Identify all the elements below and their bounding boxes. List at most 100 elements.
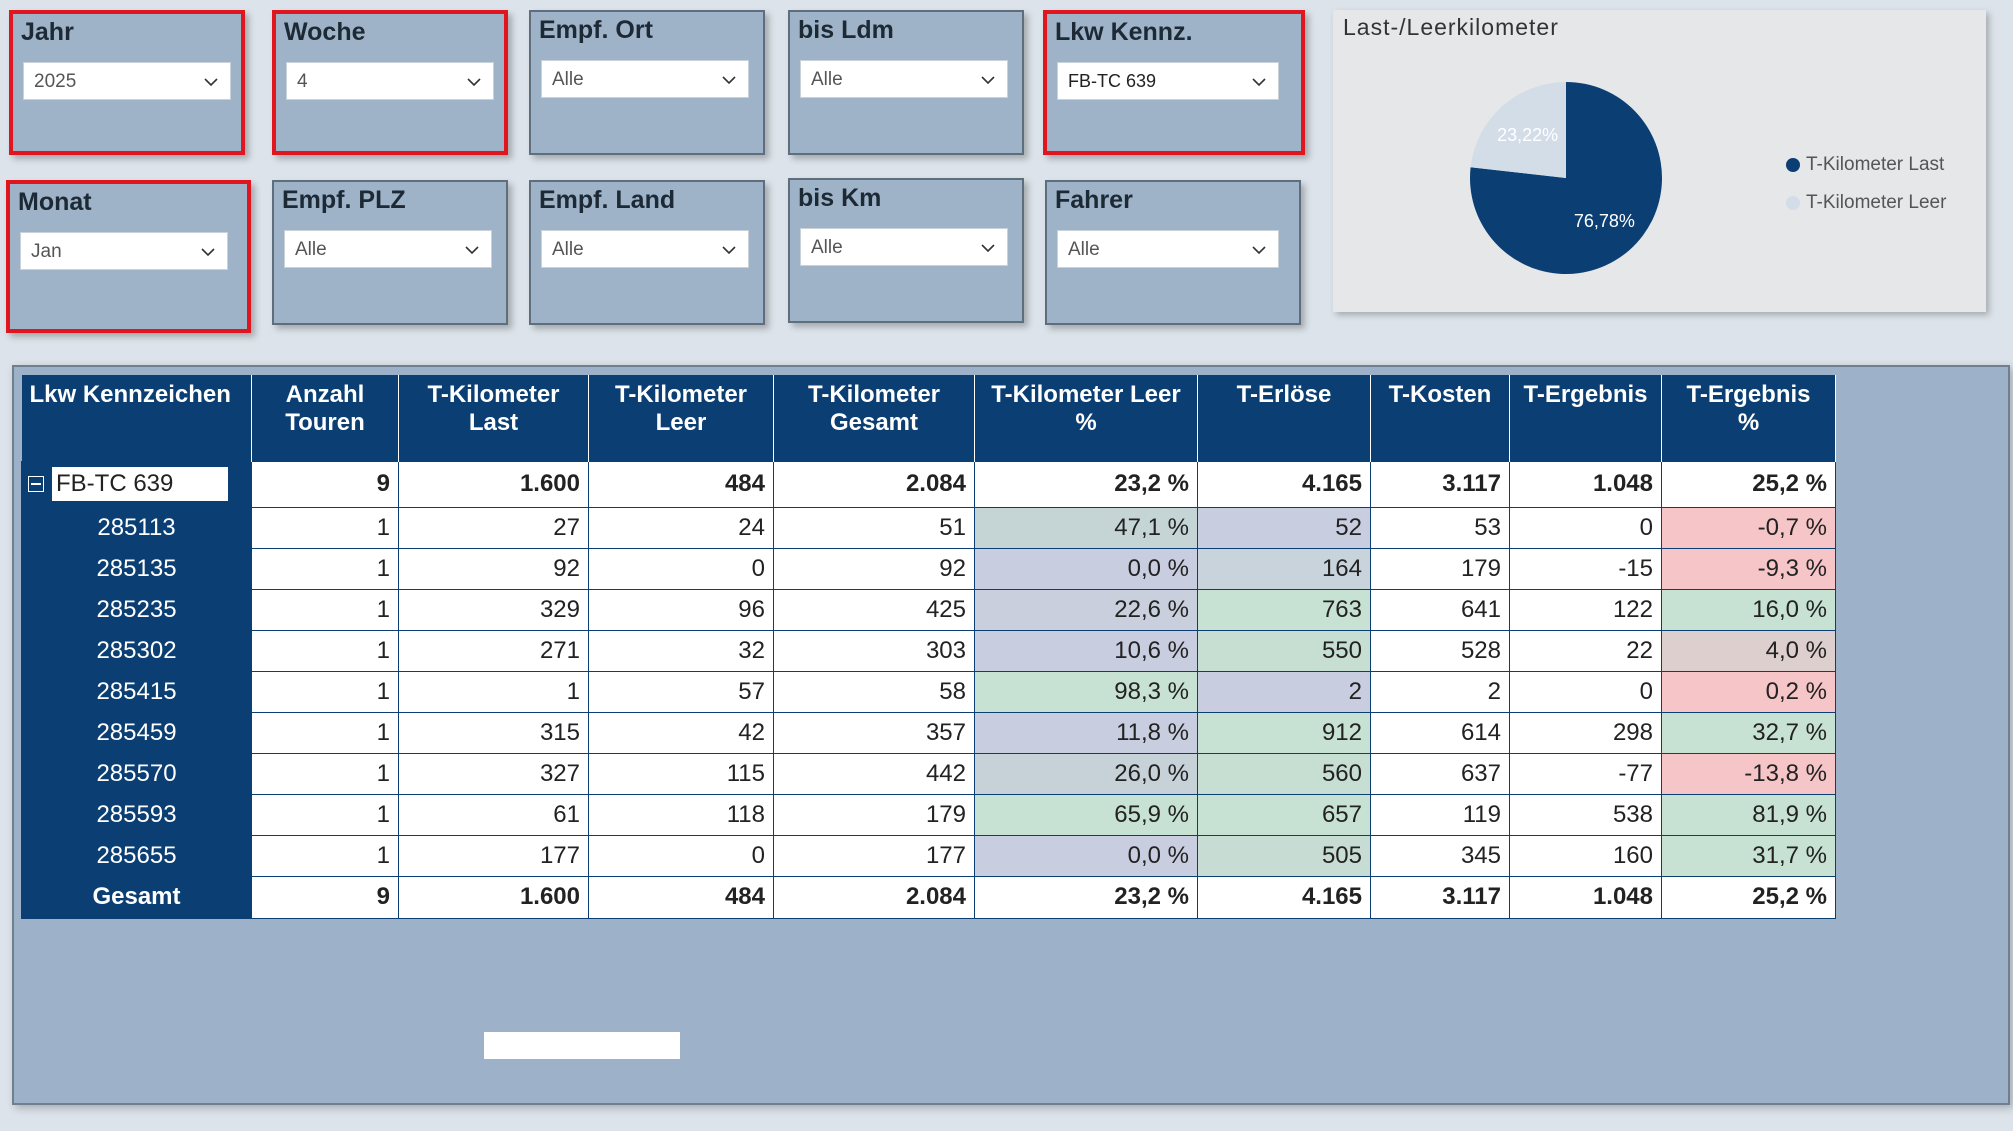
chevron-down-icon bbox=[467, 78, 481, 87]
col-header-erloese[interactable]: T-Erlöse bbox=[1197, 375, 1371, 461]
dropdown-value: Alle bbox=[295, 239, 327, 260]
table-cell: 9 bbox=[251, 875, 399, 919]
pie-chart-panel: Last-/Leerkilometer 76,78% 23,22% T-Kilom… bbox=[1333, 10, 1986, 312]
row-header[interactable]: 285302 bbox=[21, 629, 252, 672]
legend-label: T-Kilometer Leer bbox=[1806, 192, 1947, 213]
col-header-km-leer-pct[interactable]: T-Kilometer Leer % bbox=[974, 375, 1198, 461]
col-header-kennzeichen[interactable]: Lkw Kennzeichen bbox=[21, 375, 252, 461]
bis-ldm-dropdown[interactable]: Alle bbox=[800, 60, 1008, 98]
legend-item-last[interactable]: T-Kilometer Last bbox=[1786, 146, 1946, 184]
table-cell: 96 bbox=[588, 588, 774, 631]
table-cell: 22 bbox=[1509, 629, 1662, 672]
legend-label: T-Kilometer Last bbox=[1806, 154, 1945, 175]
row-header[interactable]: 285113 bbox=[21, 506, 252, 549]
table-cell: 42 bbox=[588, 711, 774, 754]
matrix-panel: Lkw Kennzeichen Anzahl Touren T-Kilomete… bbox=[12, 365, 2010, 1105]
bis-km-dropdown[interactable]: Alle bbox=[800, 228, 1008, 266]
dropdown-value: Jan bbox=[31, 241, 62, 262]
table-cell: 25,2 % bbox=[1661, 875, 1836, 919]
col-header-ergebnis-pct[interactable]: T-Ergebnis % bbox=[1661, 375, 1836, 461]
table-cell: 484 bbox=[588, 875, 774, 919]
row-header[interactable]: 285135 bbox=[21, 547, 252, 590]
pie-data-label: 76,78% bbox=[1574, 211, 1635, 231]
slicer-empf-ort: Empf. Ort Alle bbox=[529, 10, 765, 155]
table-cell: -15 bbox=[1509, 547, 1662, 590]
table-cell: 32 bbox=[588, 629, 774, 672]
table-cell: 763 bbox=[1197, 588, 1371, 631]
dropdown-value: Alle bbox=[552, 69, 584, 90]
table-cell: 315 bbox=[398, 711, 589, 754]
col-header-ergebnis[interactable]: T-Ergebnis bbox=[1509, 375, 1662, 461]
empf-plz-dropdown[interactable]: Alle bbox=[284, 230, 492, 268]
table-cell: 912 bbox=[1197, 711, 1371, 754]
table-cell: 115 bbox=[588, 752, 774, 795]
dropdown-value: 2025 bbox=[34, 71, 77, 92]
scrollbar-placeholder bbox=[484, 1032, 680, 1059]
table-cell: 81,9 % bbox=[1661, 793, 1836, 836]
table-row: 285570 1 327 115 442 26,0 % 560 637 -77 -13,8 % bbox=[21, 752, 1836, 795]
dropdown-value: Alle bbox=[552, 239, 584, 260]
table-cell: 0 bbox=[1509, 506, 1662, 549]
table-cell: 22,6 % bbox=[974, 588, 1198, 631]
table-cell: 4,0 % bbox=[1661, 629, 1836, 672]
table-cell: 52 bbox=[1197, 506, 1371, 549]
group-row-header[interactable]: FB-TC 639 bbox=[21, 460, 252, 508]
table-cell: 0,2 % bbox=[1661, 670, 1836, 713]
lkw-kennz-dropdown[interactable]: FB-TC 639 bbox=[1057, 62, 1279, 100]
pie-chart: 76,78% 23,22% bbox=[1470, 82, 1662, 274]
table-cell: 2 bbox=[1197, 670, 1371, 713]
table-cell: 51 bbox=[773, 506, 975, 549]
row-header[interactable]: 285655 bbox=[21, 834, 252, 877]
table-cell: 4.165 bbox=[1197, 875, 1371, 919]
col-header-km-leer[interactable]: T-Kilometer Leer bbox=[588, 375, 774, 461]
col-header-km-last[interactable]: T-Kilometer Last bbox=[398, 375, 589, 461]
table-cell: 442 bbox=[773, 752, 975, 795]
dropdown-value: Alle bbox=[811, 237, 843, 258]
row-header[interactable]: 285235 bbox=[21, 588, 252, 631]
table-cell: 538 bbox=[1509, 793, 1662, 836]
table-cell: 1 bbox=[251, 834, 399, 877]
dropdown-value: Alle bbox=[1068, 239, 1100, 260]
collapse-icon[interactable] bbox=[28, 476, 44, 492]
slicer-empf-land: Empf. Land Alle bbox=[529, 180, 765, 325]
total-row: Gesamt 9 1.600 484 2.084 23,2 % 4.165 3.117 1.04… bbox=[21, 875, 1836, 919]
group-row: FB-TC 639 9 1.600 484 2.084 23,2 % 4.165 3.117 1… bbox=[21, 460, 1836, 508]
row-header[interactable]: 285459 bbox=[21, 711, 252, 754]
empf-land-dropdown[interactable]: Alle bbox=[541, 230, 749, 268]
table-cell: 1 bbox=[251, 670, 399, 713]
row-header[interactable]: 285570 bbox=[21, 752, 252, 795]
table-cell: 9 bbox=[251, 460, 399, 508]
row-header[interactable]: 285415 bbox=[21, 670, 252, 713]
table-cell: 1 bbox=[251, 711, 399, 754]
table-cell: 119 bbox=[1370, 793, 1510, 836]
legend-item-leer[interactable]: T-Kilometer Leer bbox=[1786, 184, 1946, 222]
monat-dropdown[interactable]: Jan bbox=[20, 232, 228, 270]
col-header-touren[interactable]: Anzahl Touren bbox=[251, 375, 399, 461]
table-cell: 550 bbox=[1197, 629, 1371, 672]
slicer-title: Empf. Ort bbox=[539, 16, 653, 44]
chevron-down-icon bbox=[722, 246, 736, 255]
table-cell: 0 bbox=[588, 834, 774, 877]
fahrer-dropdown[interactable]: Alle bbox=[1057, 230, 1279, 268]
table-row: 285593 1 61 118 179 65,9 % 657 119 538 81,9 % bbox=[21, 793, 1836, 836]
table-cell: 298 bbox=[1509, 711, 1662, 754]
col-header-km-gesamt[interactable]: T-Kilometer Gesamt bbox=[773, 375, 975, 461]
table-cell: -0,7 % bbox=[1661, 506, 1836, 549]
table-row: 285459 1 315 42 357 11,8 % 912 614 298 32,7 % bbox=[21, 711, 1836, 754]
table-cell: 10,6 % bbox=[974, 629, 1198, 672]
table-cell: -9,3 % bbox=[1661, 547, 1836, 590]
pie-slice[interactable] bbox=[1470, 82, 1566, 178]
table-cell: 1.600 bbox=[398, 460, 589, 508]
empf-ort-dropdown[interactable]: Alle bbox=[541, 60, 749, 98]
chevron-down-icon bbox=[201, 248, 215, 257]
row-header[interactable]: 285593 bbox=[21, 793, 252, 836]
table-cell: 3.117 bbox=[1370, 460, 1510, 508]
table-cell: 1 bbox=[398, 670, 589, 713]
table-cell: 61 bbox=[398, 793, 589, 836]
table-cell: 25,2 % bbox=[1661, 460, 1836, 508]
table-cell: 53 bbox=[1370, 506, 1510, 549]
slicer-bis-km: bis Km Alle bbox=[788, 178, 1024, 323]
col-header-kosten[interactable]: T-Kosten bbox=[1370, 375, 1510, 461]
jahr-dropdown[interactable]: 2025 bbox=[23, 62, 231, 100]
woche-dropdown[interactable]: 4 bbox=[286, 62, 494, 100]
